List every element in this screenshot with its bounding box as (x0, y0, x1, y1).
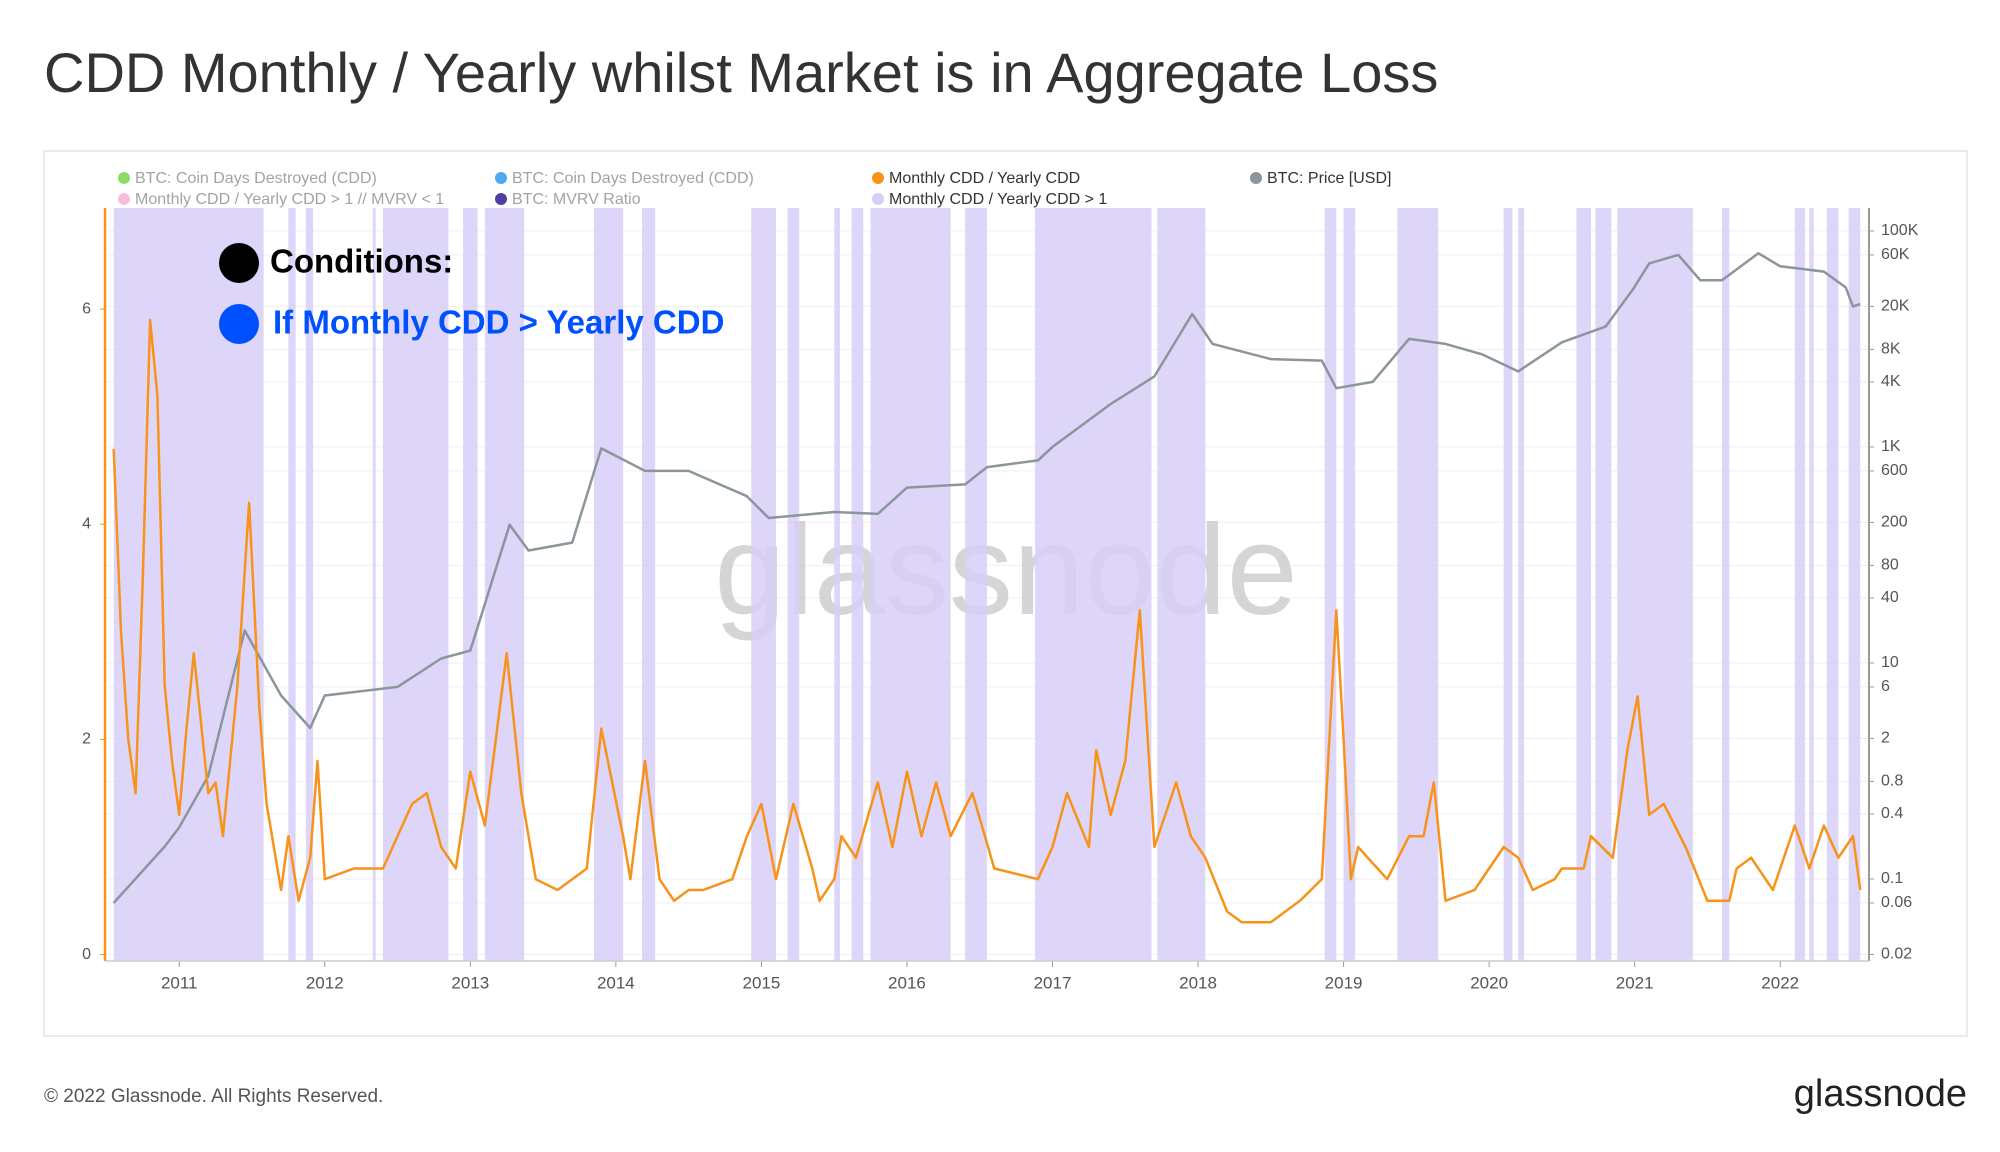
x-tick-label: 2018 (1179, 973, 1217, 992)
band (305, 208, 314, 961)
band (463, 208, 478, 961)
y2-tick-label: 8K (1881, 341, 1901, 358)
legend-label: BTC: Coin Days Destroyed (CDD) (512, 170, 754, 187)
x-tick-label: 2016 (888, 973, 926, 992)
y2-tick-label: 40 (1881, 589, 1899, 606)
legend-label: Monthly CDD / Yearly CDD > 1 (889, 191, 1107, 208)
band (594, 208, 624, 961)
band (751, 208, 776, 961)
line (112, 318, 1862, 924)
band (288, 208, 296, 961)
band (1809, 208, 1814, 961)
x-tick-label: 2020 (1470, 973, 1508, 992)
y2-tick-label: 0.02 (1881, 946, 1912, 963)
legend-swatch (1250, 172, 1262, 184)
line (112, 252, 1861, 904)
band (1826, 208, 1839, 961)
x-tick-label: 2017 (1034, 973, 1072, 992)
y2-tick-label: 600 (1881, 462, 1908, 479)
axes: 0.020.060.10.40.8261040802006001K4K8K20K… (82, 208, 1919, 992)
y2-tick-label: 200 (1881, 514, 1908, 531)
x-tick-label: 2021 (1616, 973, 1654, 992)
y2-tick-label: 60K (1881, 246, 1910, 263)
y-tick-label: 4 (82, 515, 91, 532)
band (965, 208, 987, 961)
y2-tick-label: 2 (1881, 730, 1890, 747)
legend-label: Monthly CDD / Yearly CDD (889, 170, 1080, 187)
x-tick-label: 2022 (1761, 973, 1799, 992)
band (1324, 208, 1337, 961)
band (1722, 208, 1730, 961)
y2-tick-label: 0.1 (1881, 870, 1903, 887)
lines (112, 252, 1862, 924)
x-tick-label: 2014 (597, 973, 635, 992)
y2-tick-label: 0.8 (1881, 773, 1903, 790)
legend-label: Monthly CDD / Yearly CDD > 1 // MVRV < 1 (135, 191, 444, 208)
x-tick-label: 2011 (161, 973, 198, 992)
legend-label: BTC: Price [USD] (1267, 170, 1391, 187)
annotation-text: Conditions: (270, 243, 453, 280)
y2-tick-label: 0.4 (1881, 805, 1903, 822)
band (1617, 208, 1693, 961)
legend-swatch (495, 193, 507, 205)
legend-swatch (872, 193, 884, 205)
band (787, 208, 800, 961)
band (1343, 208, 1356, 961)
y2-tick-label: 1K (1881, 438, 1901, 455)
x-tick-label: 2012 (306, 973, 344, 992)
band (870, 208, 951, 961)
band (1518, 208, 1525, 961)
y-tick-label: 2 (82, 731, 91, 748)
y2-tick-label: 0.06 (1881, 894, 1912, 911)
band (372, 208, 376, 961)
x-tick-label: 2015 (742, 973, 780, 992)
legend-swatch (118, 172, 130, 184)
annotations: Conditions: If Monthly CDD > Yearly CDD (219, 243, 724, 344)
annotation-dot (219, 304, 259, 344)
band (851, 208, 864, 961)
y2-tick-label: 4K (1881, 373, 1901, 390)
annotation-dot (219, 243, 259, 283)
legend-label: BTC: MVRV Ratio (512, 191, 641, 208)
logo: glassnode (1794, 1073, 1967, 1115)
legend: BTC: Coin Days Destroyed (CDD) Monthly CD… (118, 170, 1391, 208)
watermark: glassnode (714, 499, 1298, 642)
y-tick-label: 0 (82, 946, 91, 963)
y2-tick-label: 100K (1881, 222, 1919, 239)
y2-tick-label: 10 (1881, 654, 1899, 671)
band (1595, 208, 1612, 961)
band (1848, 208, 1861, 961)
band (1576, 208, 1592, 961)
legend-swatch (118, 193, 130, 205)
band (1794, 208, 1805, 961)
footer: © 2022 Glassnode. All Rights Reserved. (44, 1086, 383, 1107)
x-tick-label: 2013 (451, 973, 489, 992)
legend-swatch (495, 172, 507, 184)
page-title: CDD Monthly / Yearly whilst Market is in… (44, 41, 1438, 104)
y2-tick-label: 80 (1881, 557, 1899, 574)
legend-label: BTC: Coin Days Destroyed (CDD) (135, 170, 377, 187)
y2-tick-label: 6 (1881, 678, 1890, 695)
y-tick-label: 6 (82, 300, 91, 317)
band (834, 208, 840, 961)
legend-swatch (872, 172, 884, 184)
annotation-text: If Monthly CDD > Yearly CDD (273, 304, 724, 341)
y2-tick-label: 20K (1881, 298, 1910, 315)
band (1503, 208, 1513, 961)
x-tick-label: 2019 (1325, 973, 1363, 992)
